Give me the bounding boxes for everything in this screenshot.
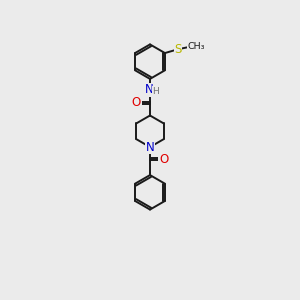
Text: O: O: [159, 153, 168, 166]
Text: N: N: [146, 141, 154, 154]
Text: O: O: [132, 96, 141, 109]
Text: N: N: [145, 83, 154, 96]
Text: S: S: [174, 43, 182, 56]
Text: H: H: [152, 87, 159, 96]
Text: CH₃: CH₃: [188, 42, 205, 51]
